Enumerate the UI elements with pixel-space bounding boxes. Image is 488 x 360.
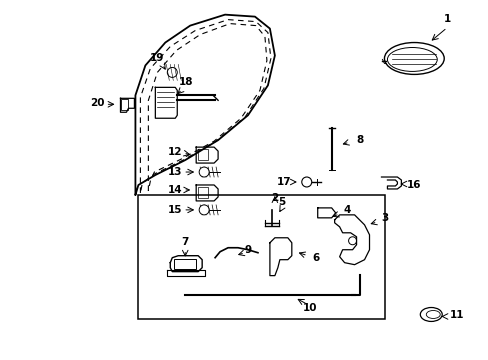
- Text: 10: 10: [302, 302, 316, 312]
- Circle shape: [301, 177, 311, 187]
- Text: 2: 2: [271, 193, 278, 203]
- Ellipse shape: [386, 48, 436, 71]
- Text: 15: 15: [168, 205, 182, 215]
- Ellipse shape: [384, 42, 443, 75]
- Bar: [198, 187, 208, 198]
- Text: 13: 13: [168, 167, 182, 177]
- Circle shape: [199, 205, 209, 215]
- Bar: [174, 259, 196, 269]
- Circle shape: [199, 167, 209, 177]
- Circle shape: [167, 67, 177, 77]
- Bar: [138, 195, 385, 319]
- Bar: [121, 99, 128, 110]
- Ellipse shape: [420, 307, 441, 321]
- Text: 19: 19: [150, 54, 164, 63]
- Text: 3: 3: [380, 213, 387, 223]
- Text: 4: 4: [343, 205, 350, 215]
- Text: 8: 8: [355, 135, 363, 145]
- Text: 20: 20: [90, 98, 104, 108]
- Text: 6: 6: [311, 253, 319, 263]
- Text: 14: 14: [167, 185, 182, 195]
- Text: 17: 17: [276, 177, 290, 187]
- Bar: [198, 149, 208, 160]
- Text: 5: 5: [278, 197, 285, 207]
- Text: 11: 11: [449, 310, 464, 320]
- Text: 1: 1: [443, 14, 450, 24]
- Text: 9: 9: [244, 245, 251, 255]
- Text: 7: 7: [181, 237, 188, 247]
- Text: 12: 12: [168, 147, 182, 157]
- Ellipse shape: [426, 310, 439, 319]
- Text: 18: 18: [179, 77, 193, 87]
- Text: 16: 16: [406, 180, 421, 190]
